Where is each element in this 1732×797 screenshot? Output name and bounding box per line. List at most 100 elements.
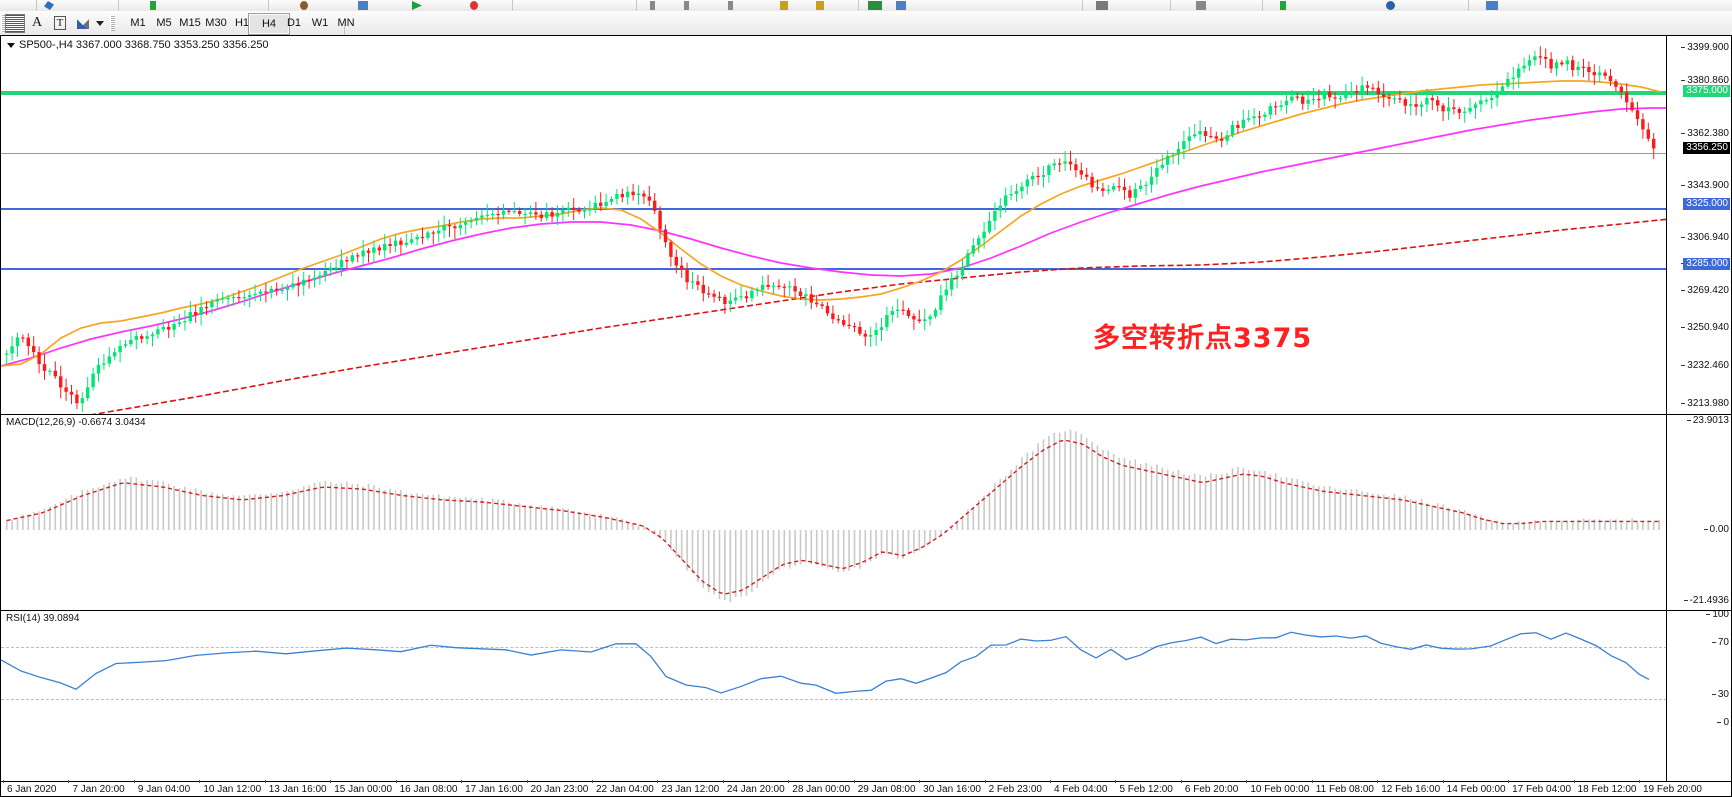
shift-icon[interactable] [896, 1, 906, 10]
last-price-label[interactable]: 3356.250 [1683, 142, 1730, 154]
indicators-icon[interactable] [1096, 1, 1108, 10]
price-tick: 3306.940 [1681, 232, 1729, 243]
price-tick: 3399.900 [1681, 42, 1729, 53]
rsi-pane[interactable]: RSI(14) 39.0894 100 70 30 0 [1, 610, 1731, 783]
rsi-axis[interactable]: 100 70 30 0 [1666, 609, 1731, 783]
time-tick: 29 Jan 08:00 [857, 784, 916, 795]
text-tool-button[interactable]: A [31, 15, 43, 30]
time-tick-mark [461, 780, 463, 783]
blue-level-label-upper[interactable]: 3325.000 [1683, 198, 1730, 210]
price-axis[interactable]: 3399.900 3380.860 3362.380 3343.900 3306.940… [1666, 36, 1731, 477]
time-tick-mark [788, 780, 790, 783]
line-chart-icon[interactable] [728, 1, 733, 10]
time-axis[interactable]: 6 Jan 2020 7 Jan 20:00 9 Jan 04:00 10 Jan 1… [1, 780, 1731, 796]
time-tick: 4 Feb 04:00 [1054, 784, 1108, 795]
play-icon[interactable] [412, 1, 422, 10]
macd-tick: -21.4936 [1683, 595, 1729, 606]
bar-chart-icon[interactable] [650, 1, 655, 10]
label-tool-button[interactable]: T [50, 14, 70, 32]
stop-icon[interactable] [470, 1, 478, 10]
timeframe-button-w1[interactable]: W1 [311, 17, 329, 29]
objects-dropdown-button[interactable] [94, 14, 106, 32]
time-tick-mark [1573, 780, 1575, 783]
time-tick-mark [1639, 780, 1640, 783]
objects-icon [77, 17, 89, 29]
candle-chart-icon[interactable] [684, 1, 689, 10]
periods-icon[interactable] [1196, 1, 1206, 10]
time-tick: 20 Jan 23:00 [530, 784, 589, 795]
price-pane[interactable]: 多空转折点3375 SP500-,H4 3367.000 3368.750 33… [1, 36, 1731, 477]
time-tick: 10 Jan 12:00 [203, 784, 262, 795]
timeframe-button-m5[interactable]: M5 [156, 17, 172, 29]
time-tick: 17 Jan 16:00 [465, 784, 523, 795]
timeframe-button-m1[interactable]: M1 [130, 17, 146, 29]
rsi-level-30 [1, 699, 1667, 700]
price-tick: 3269.420 [1681, 285, 1729, 296]
time-tick: 17 Feb 04:00 [1512, 784, 1572, 795]
chart-annotation-text[interactable]: 多空转折点3375 [1093, 323, 1313, 354]
level-line-3375[interactable] [1, 91, 1667, 95]
panel-icon[interactable] [1486, 1, 1498, 10]
time-tick: 30 Jan 16:00 [923, 784, 981, 795]
templates-icon[interactable] [1280, 1, 1286, 10]
time-tick-mark [330, 780, 332, 783]
rsi-label: RSI(14) 39.0894 [6, 613, 80, 624]
zoom-out-icon[interactable] [816, 1, 824, 10]
textbox-tool-icon: T [53, 16, 67, 30]
toolbar-grip-timeframes[interactable] [110, 15, 115, 31]
level-line-3285[interactable] [1, 268, 1667, 270]
time-tick-mark [591, 780, 593, 783]
macd-pane[interactable]: MACD(12,26,9) -0.6674 3.0434 23.9013 0.00… [1, 414, 1731, 611]
time-tick: 18 Feb 12:00 [1577, 784, 1637, 795]
macd-label: MACD(12,26,9) -0.6674 3.0434 [6, 417, 146, 428]
time-tick: 2 Feb 23:00 [988, 784, 1042, 795]
time-tick-mark [264, 780, 266, 783]
time-tick: 23 Jan 12:00 [661, 784, 720, 795]
rsi-tick: 100 [1706, 609, 1729, 620]
toolbar-grip-left[interactable] [1, 14, 6, 32]
time-tick-mark [984, 780, 986, 783]
price-tick: 3213.980 [1681, 398, 1729, 409]
time-tick: 14 Feb 00:00 [1446, 784, 1506, 795]
time-tick-mark [1377, 780, 1379, 783]
level-line-3356[interactable] [1, 153, 1667, 154]
price-tick: 3380.860 [1681, 75, 1729, 86]
time-tick-mark [1246, 780, 1248, 783]
timeframe-button-m15[interactable]: M15 [179, 17, 201, 29]
crosshair-grid-icon[interactable] [5, 14, 25, 33]
price-series-svg [1, 46, 1669, 414]
macd-tick: 0.00 [1703, 524, 1729, 535]
blue-level-label-lower[interactable]: 3285.000 [1683, 258, 1730, 270]
timeframe-button-d1[interactable]: D1 [286, 17, 302, 29]
rsi-tick: 30 [1711, 689, 1729, 700]
time-tick: 19 Feb 20:00 [1643, 784, 1702, 795]
time-tick-mark [853, 780, 855, 783]
timeframe-button-mn[interactable]: MN [337, 17, 355, 29]
globe-icon[interactable] [1386, 1, 1395, 10]
expert-icon[interactable] [300, 1, 308, 10]
price-tick: 3362.380 [1681, 128, 1729, 139]
time-tick-mark [1115, 780, 1117, 783]
time-tick: 9 Jan 04:00 [137, 784, 191, 795]
zoom-in-icon[interactable] [780, 1, 788, 10]
magnifier-icon[interactable] [44, 1, 54, 10]
new-chart-icon[interactable] [150, 1, 156, 10]
autoscroll-icon[interactable] [868, 1, 882, 10]
time-tick-mark [133, 780, 135, 783]
green-level-label[interactable]: 3375.000 [1683, 85, 1730, 97]
price-tick: 3250.940 [1681, 322, 1729, 333]
time-tick-mark [3, 780, 4, 783]
timeframe-button-h1[interactable]: H1 [234, 17, 250, 29]
timeframe-button-m30[interactable]: M30 [205, 17, 227, 29]
timeframe-button-h4[interactable]: H4 [248, 13, 290, 35]
window-icon[interactable] [358, 1, 368, 10]
chart-canvas[interactable]: 多空转折点3375 SP500-,H4 3367.000 3368.750 33… [0, 35, 1732, 797]
macd-axis[interactable]: 23.9013 0.00 -21.4936 [1666, 415, 1731, 611]
time-tick-mark [1508, 780, 1510, 783]
toolbar-drawing-row[interactable]: A T M1 M5 M15 M30 H1 H4 D1 W1 MN [0, 11, 1732, 45]
chevron-down-icon [96, 20, 104, 26]
symbol-collapse-arrow[interactable] [7, 43, 15, 48]
time-tick: 28 Jan 00:00 [792, 784, 851, 795]
objects-tool-button[interactable] [74, 14, 92, 32]
level-line-3325[interactable] [1, 208, 1667, 210]
